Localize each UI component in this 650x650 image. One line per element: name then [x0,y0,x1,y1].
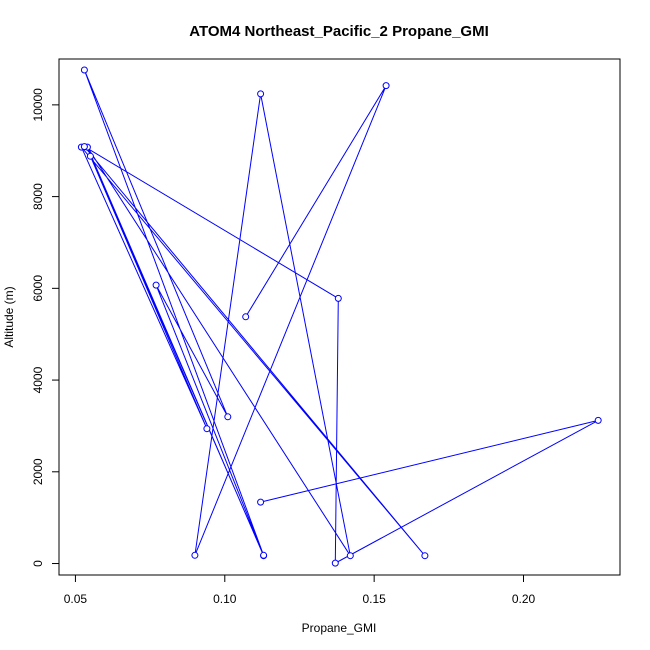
x-tick-label: 0.20 [512,592,536,606]
chart-title: ATOM4 Northeast_Pacific_2 Propane_GMI [189,23,489,40]
series-layer [77,66,602,567]
data-point [382,82,390,90]
data-point [331,559,339,567]
y-tick-label: 8000 [31,183,45,210]
data-point [346,552,354,560]
data-point [86,152,94,160]
data-point [594,416,602,424]
y-axis: 0 2000 4000 6000 8000 10000 [31,88,59,567]
plot-frame [58,58,621,576]
y-tick-label: 10000 [31,88,45,122]
y-axis-label: Altitude (m) [2,286,16,347]
x-tick-label: 0.15 [362,592,386,606]
y-tick-label: 6000 [31,275,45,302]
series-line [80,69,599,564]
y-tick-label: 2000 [31,458,45,485]
x-tick-label: 0.05 [64,592,88,606]
data-point [260,551,268,559]
x-axis-label: Propane_GMI [302,621,377,635]
x-tick-label: 0.10 [213,592,237,606]
data-point [191,551,199,559]
data-point [257,498,265,506]
y-tick-label: 0 [31,560,45,567]
data-point [334,294,342,302]
x-axis: 0.05 0.10 0.15 0.20 [64,575,536,606]
data-point [421,552,429,560]
data-point [203,425,211,433]
data-point [242,313,250,321]
data-point [257,90,265,98]
data-point [224,413,232,421]
data-point [80,66,88,74]
data-point [80,143,88,151]
data-point [152,281,160,289]
y-tick-label: 4000 [31,366,45,393]
